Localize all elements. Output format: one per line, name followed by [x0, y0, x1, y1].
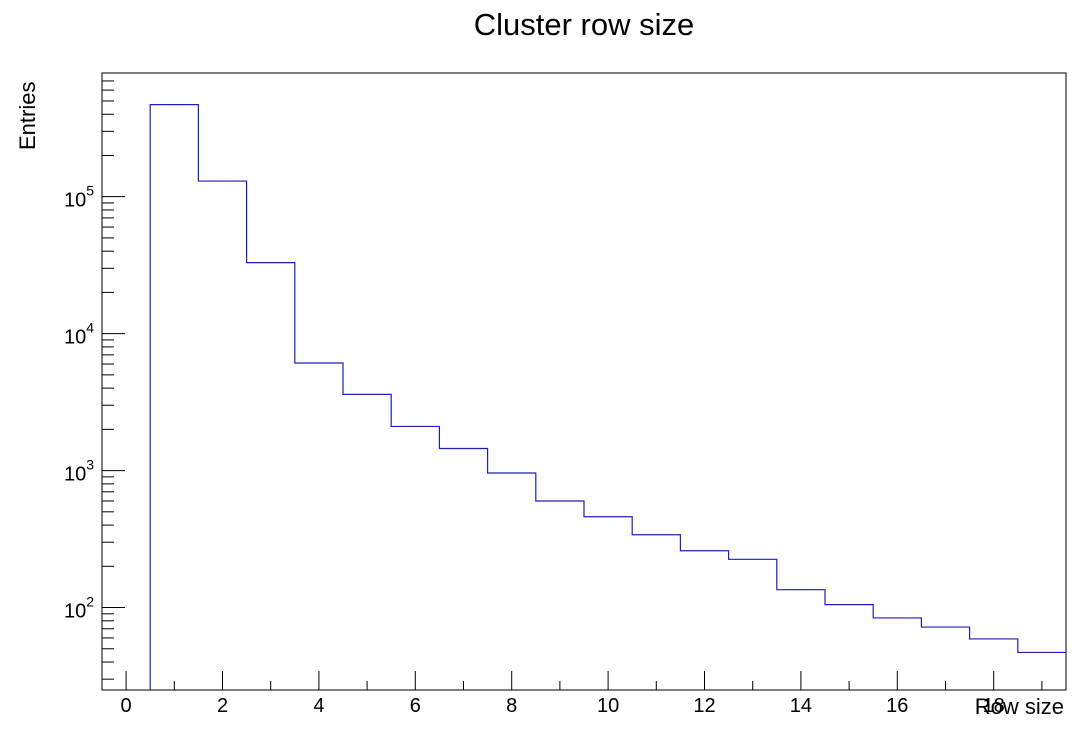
histogram-bin	[198, 181, 246, 690]
x-axis: 0 2 4 6 8 10 12 14 16 18	[121, 671, 1043, 717]
histogram-bin	[825, 605, 873, 690]
histogram-series-line	[149, 104, 1066, 690]
x-tick-label: 14	[790, 695, 812, 717]
plot-frame	[101, 72, 1067, 691]
y-axis-label: Entries	[15, 82, 40, 150]
x-tick-label: 8	[506, 695, 517, 717]
x-axis-label: Row size	[975, 694, 1064, 719]
x-tick-label: 6	[410, 695, 421, 717]
x-tick-label: 2	[217, 695, 228, 717]
histogram-bin	[536, 501, 584, 690]
y-tick-label: 103	[64, 457, 94, 486]
y-tick-label: 102	[64, 594, 94, 623]
histogram-bin	[584, 517, 632, 690]
histogram-bin	[343, 394, 391, 690]
chart-title: Cluster row size	[474, 7, 695, 42]
x-tick-label: 12	[693, 695, 715, 717]
histogram-bin	[680, 551, 728, 690]
y-axis: 102 103 104 105	[64, 72, 125, 680]
y-tick-label: 105	[64, 183, 94, 212]
histogram-bin	[729, 559, 777, 690]
histogram-bin	[488, 473, 536, 690]
histogram-bin	[391, 426, 439, 690]
x-tick-label: 10	[597, 695, 619, 717]
histogram-bins	[150, 105, 1066, 690]
x-tick-label: 4	[313, 695, 324, 717]
x-tick-label: 18	[983, 695, 1005, 717]
y-tick-label: 104	[64, 320, 94, 349]
histogram-bin	[295, 363, 343, 690]
histogram-bin	[439, 448, 487, 690]
x-tick-label: 16	[886, 695, 908, 717]
histogram-bin	[632, 535, 680, 690]
histogram-bin	[150, 105, 198, 690]
x-tick-label: 0	[121, 695, 132, 717]
histogram-bin	[921, 627, 969, 690]
histogram-bin	[247, 263, 295, 690]
